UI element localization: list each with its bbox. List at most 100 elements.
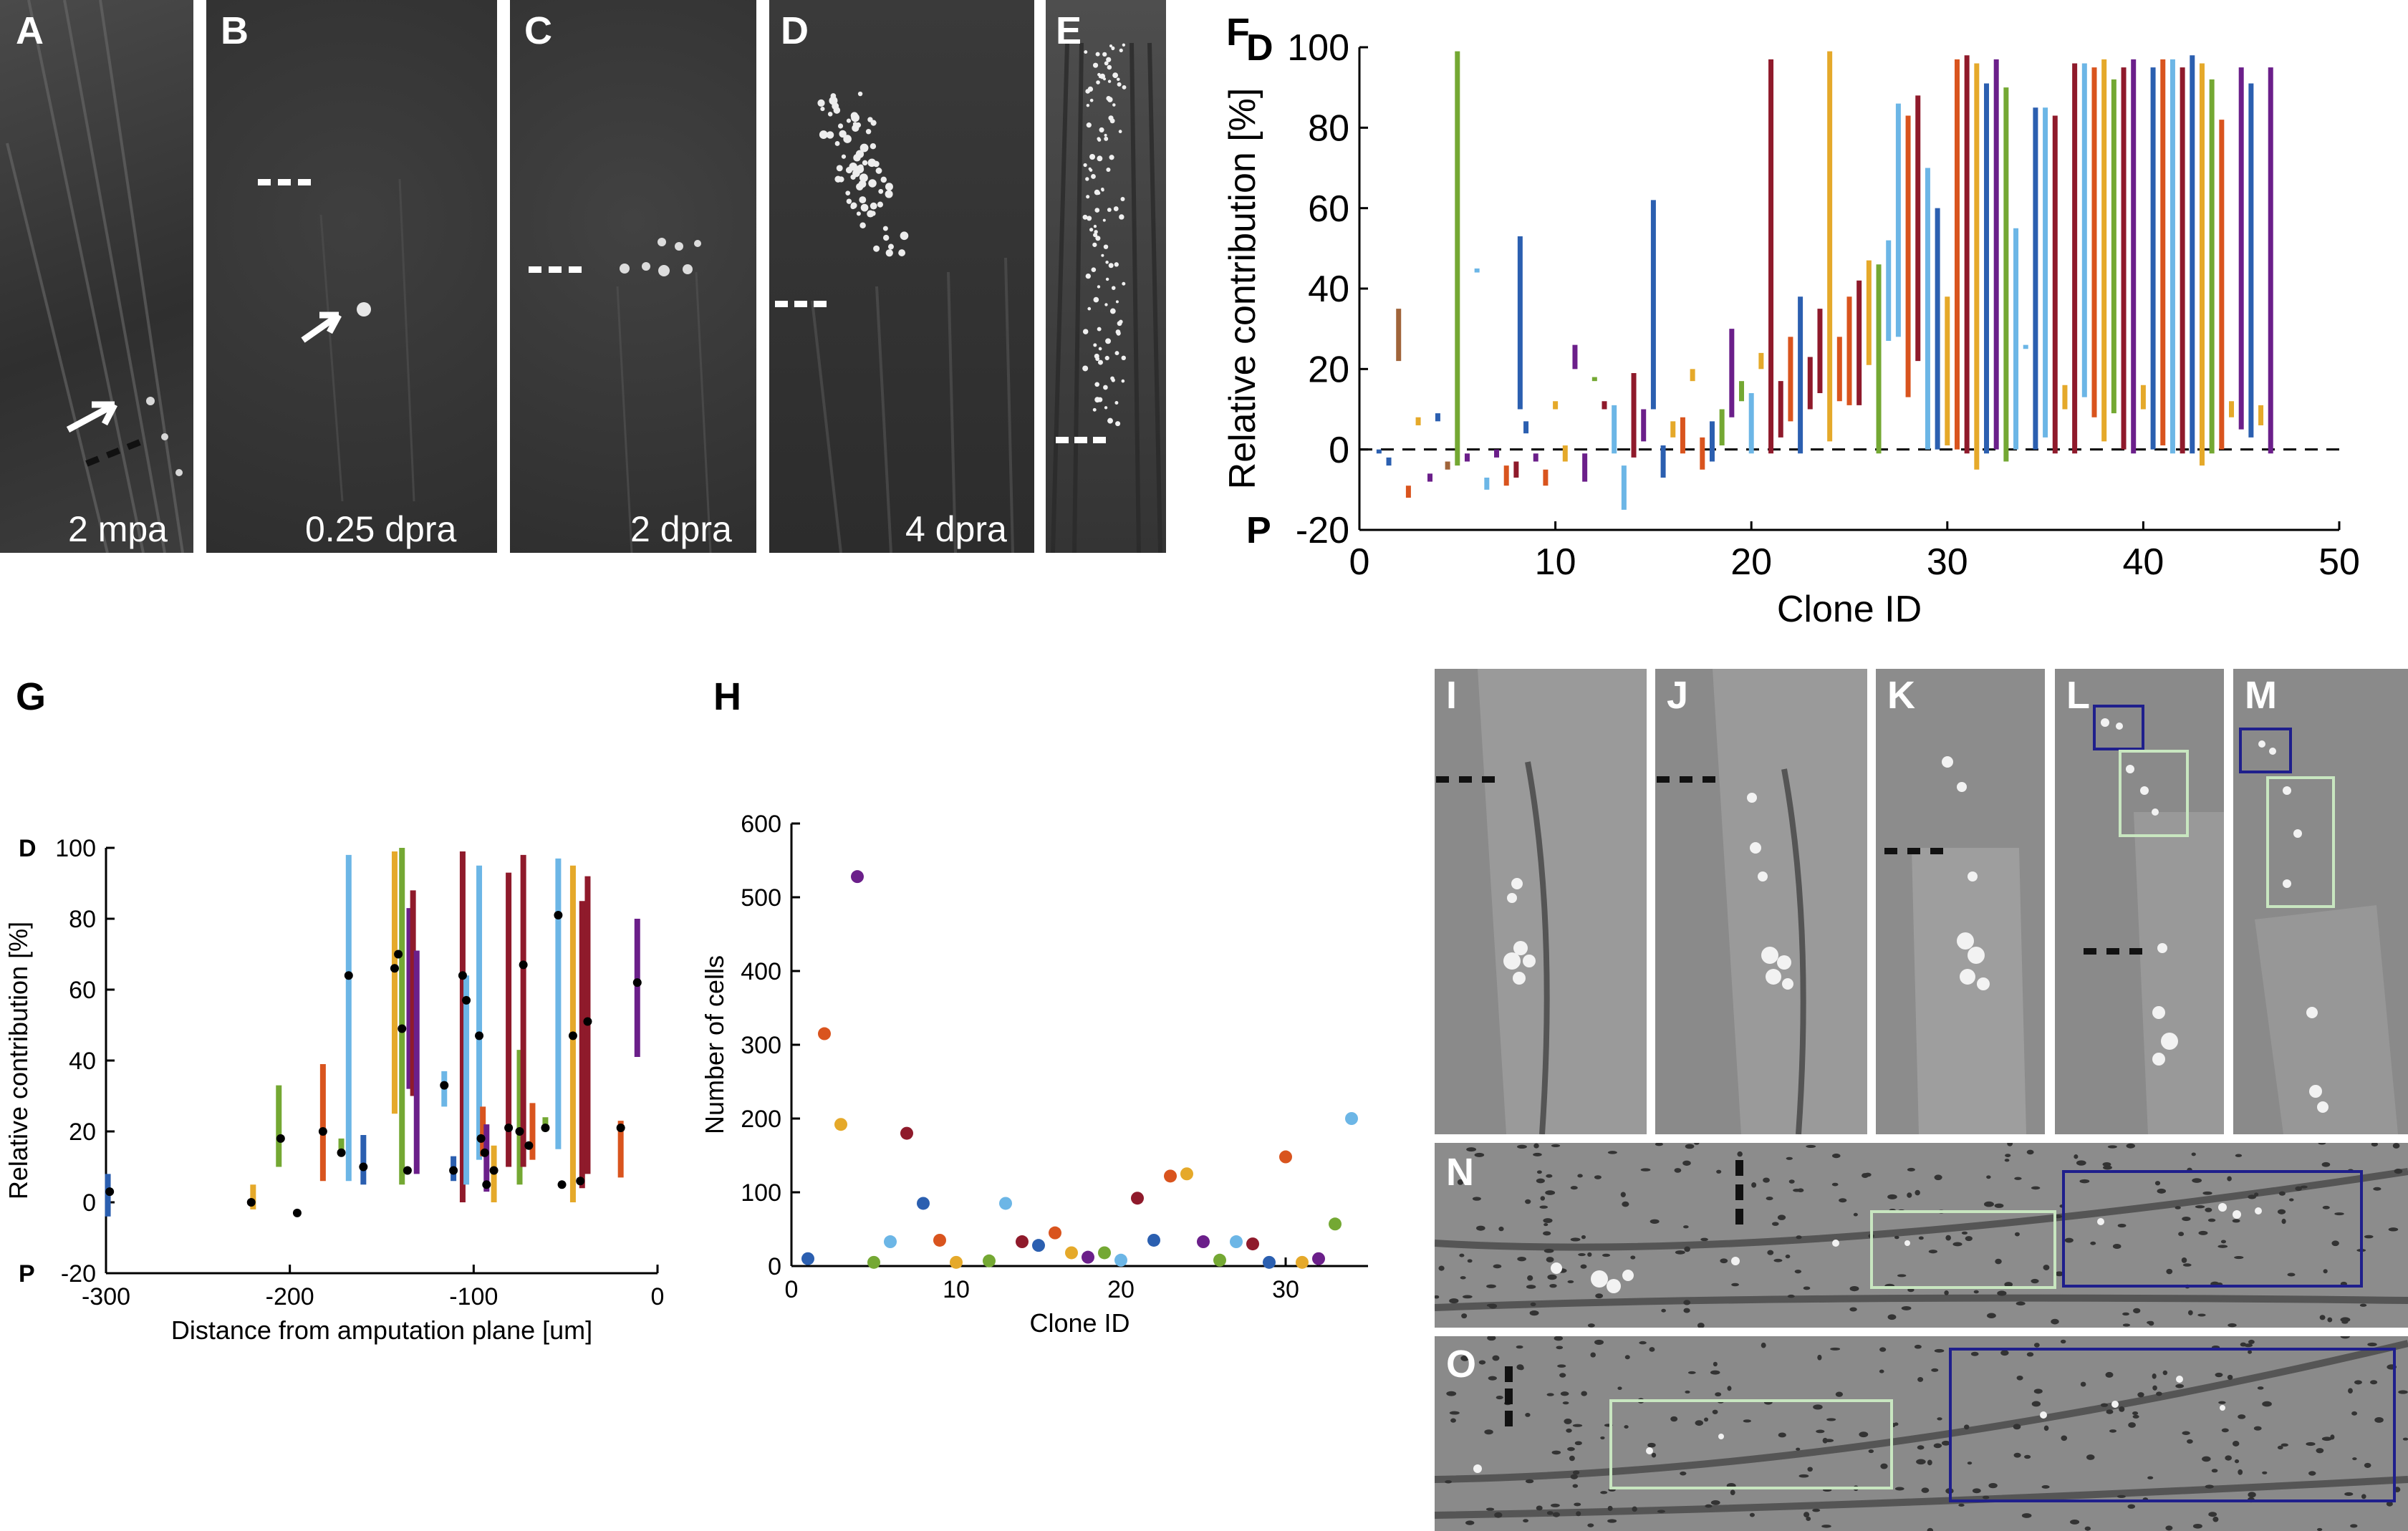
cell-dot	[1101, 253, 1104, 257]
clone-point	[983, 1254, 996, 1267]
pigment-dot	[1457, 1179, 1464, 1185]
pigment-dot	[1649, 1347, 1655, 1352]
pigment-dot	[1918, 1236, 1924, 1240]
cell-dot	[1092, 407, 1097, 412]
cell-dot	[1117, 321, 1122, 327]
pigment-dot	[1543, 1231, 1551, 1236]
cell-dot	[1082, 214, 1088, 220]
pigment-dot	[1821, 1525, 1831, 1528]
mean-point	[475, 1031, 484, 1040]
cell-dot	[1111, 286, 1116, 290]
pigment-dot	[2215, 1372, 2223, 1378]
cell-dot	[875, 168, 882, 174]
cell-dot	[1097, 191, 1101, 195]
pigment-dot	[2007, 1143, 2013, 1146]
pigment-dot	[1831, 1153, 1841, 1159]
pigment-dot	[1907, 1167, 1915, 1172]
clone-point	[900, 1126, 913, 1140]
cell-dot	[857, 91, 863, 97]
cell-dot	[1119, 48, 1123, 53]
pigment-dot	[2262, 1401, 2272, 1407]
cell-dot	[1115, 421, 1121, 427]
mean-point	[576, 1177, 585, 1186]
pigment-dot	[1617, 1386, 1622, 1391]
pigment-dot	[1530, 1302, 1536, 1307]
pigment-dot	[1997, 1290, 2007, 1296]
pigment-dot	[1927, 1527, 1934, 1531]
proximal-marker: P	[19, 1260, 35, 1288]
cell-dot	[1112, 72, 1119, 79]
x-tick-label: 0	[651, 1283, 665, 1310]
cell-dot	[850, 174, 856, 180]
cell-dot	[1114, 262, 1119, 267]
pigment-dot	[1683, 1300, 1691, 1305]
clone-point	[818, 1027, 831, 1040]
pigment-dot	[1496, 1395, 1503, 1400]
pigment-dot	[2334, 1212, 2344, 1216]
pigment-dot	[1435, 1295, 1440, 1299]
pigment-dot	[2192, 1523, 2202, 1529]
mean-point	[476, 1134, 486, 1143]
clone-point	[1049, 1226, 1061, 1240]
pigment-dot	[2374, 1416, 2384, 1423]
y-tick-label: 400	[741, 958, 781, 985]
pigment-dot	[2218, 1401, 2226, 1404]
y-tick-label: 80	[1308, 108, 1349, 150]
clone-point	[834, 1118, 847, 1131]
cell-signal-c	[616, 238, 712, 553]
panel-label-a: A	[16, 9, 44, 52]
pigment-dot	[2248, 1492, 2256, 1498]
x-tick-label: -200	[266, 1283, 314, 1310]
pigment-dot	[2119, 1406, 2125, 1412]
pigment-dot	[2021, 1513, 2032, 1518]
pigment-dot	[2386, 1501, 2393, 1507]
pigment-dot	[1713, 1361, 1718, 1367]
pigment-dot	[2055, 1271, 2064, 1277]
pigment-dot	[1462, 1295, 1473, 1299]
cell-dot	[1084, 50, 1088, 54]
pigment-dot	[1785, 1254, 1791, 1259]
pigment-dot	[1737, 1151, 1743, 1157]
pigment-dot	[1466, 1147, 1477, 1152]
pigment-dot	[2026, 1149, 2034, 1155]
pigment-dot	[1907, 1192, 1912, 1198]
pigment-dot	[1650, 1219, 1660, 1224]
pigment-dot	[1849, 1307, 1857, 1312]
pigment-dot	[2351, 1411, 2358, 1416]
pigment-dot	[2014, 1177, 2022, 1180]
arrow-icon	[301, 311, 342, 343]
pigment-dot	[1917, 1376, 1924, 1382]
pigment-dot	[1984, 1201, 1994, 1207]
mean-point	[616, 1124, 625, 1133]
pigment-dot	[1961, 1231, 1968, 1235]
pigment-dot	[1798, 1474, 1809, 1478]
pigment-dot	[2181, 1257, 2187, 1263]
pigment-dot	[2316, 1448, 2324, 1454]
cell-dot	[1104, 303, 1108, 306]
pigment-dot	[1587, 1323, 1595, 1328]
y-tick-label: 100	[55, 835, 96, 862]
pigment-dot	[1803, 1512, 1810, 1518]
cell-dot	[1093, 296, 1099, 303]
pigment-dot	[1516, 1364, 1524, 1371]
x-tick-label: 40	[2122, 541, 2164, 583]
pigment-dot	[1438, 1265, 1445, 1271]
pigment-dot	[1533, 1143, 1539, 1149]
pigment-dot	[2371, 1143, 2379, 1147]
x-tick-label: 30	[1272, 1276, 1299, 1303]
pigment-dot	[1581, 1391, 1587, 1396]
pigment-dot	[2288, 1198, 2294, 1202]
cell-dot	[1086, 122, 1092, 128]
pigment-dot	[1624, 1355, 1630, 1360]
cell-dot	[1121, 355, 1126, 361]
cell-dot	[1107, 79, 1112, 83]
pigment-dot	[1773, 1258, 1783, 1262]
pigment-dot	[1788, 1179, 1795, 1184]
pigment-dot	[2031, 1278, 2039, 1284]
pigment-dot	[1720, 1258, 1728, 1264]
pigment-dot	[1572, 1484, 1579, 1488]
pigment-dot	[2202, 1456, 2211, 1462]
pigment-dot	[1859, 1431, 1869, 1438]
pigment-dot	[2132, 1411, 2139, 1416]
